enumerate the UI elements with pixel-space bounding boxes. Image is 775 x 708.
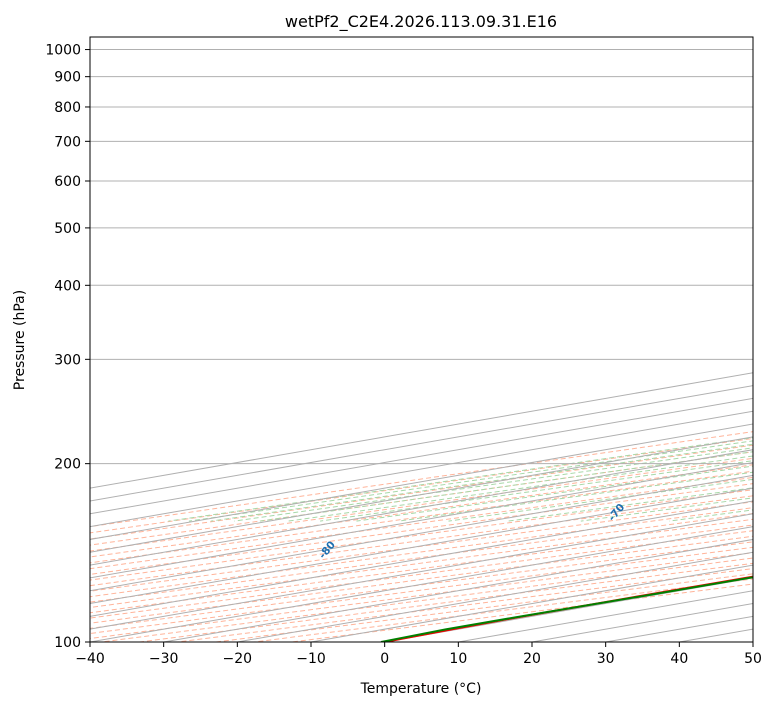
- background-lines: [90, 372, 753, 642]
- x-tick-label: 30: [597, 651, 615, 667]
- x-tick-label: −10: [296, 651, 326, 667]
- plot-frame: [89, 36, 754, 643]
- x-tick-label: −40: [75, 651, 105, 667]
- y-tick-label: 1000: [45, 43, 81, 59]
- y-tick-label: 900: [54, 70, 81, 86]
- x-tick-label: 10: [449, 651, 467, 667]
- y-tick-label: 500: [54, 221, 81, 237]
- x-axis-title: Temperature (°C): [360, 681, 482, 697]
- isotherm-line: [90, 487, 753, 605]
- x-tick-label: −20: [223, 651, 253, 667]
- isotherm-line: [90, 526, 753, 642]
- y-tick-label: 200: [54, 457, 81, 473]
- chart-title: wetPf2_C2E4.2026.113.09.31.E16: [285, 12, 557, 32]
- x-tick-label: 0: [380, 651, 389, 667]
- y-axis-ticks: 100 200 300 400 500 600 700 800 900 1000: [45, 43, 90, 651]
- x-tick-label: 20: [523, 651, 541, 667]
- y-axis-title: Pressure (hPa): [12, 290, 28, 390]
- y-tick-label: 800: [54, 100, 81, 116]
- y-tick-label: 300: [54, 352, 81, 368]
- isotherm-line: [90, 449, 753, 566]
- y-tick-label: 400: [54, 278, 81, 294]
- y-tick-label: 100: [54, 635, 81, 651]
- x-tick-label: 50: [744, 651, 762, 667]
- isotherm-line: [90, 500, 753, 617]
- y-tick-label: 600: [54, 174, 81, 190]
- isotherm-line: [90, 474, 753, 592]
- isotherm-line: [163, 538, 753, 642]
- isotherm-line: [90, 436, 753, 553]
- pressure-grid: [90, 49, 753, 642]
- x-tick-label: −30: [149, 651, 179, 667]
- y-tick-label: 700: [54, 134, 81, 150]
- isotherm-line: [90, 513, 753, 630]
- x-axis-ticks: −40 −30 −20 −10 0 10 20 30 40 50: [75, 642, 762, 667]
- x-tick-label: 40: [670, 651, 688, 667]
- isotherm-line: [90, 462, 753, 579]
